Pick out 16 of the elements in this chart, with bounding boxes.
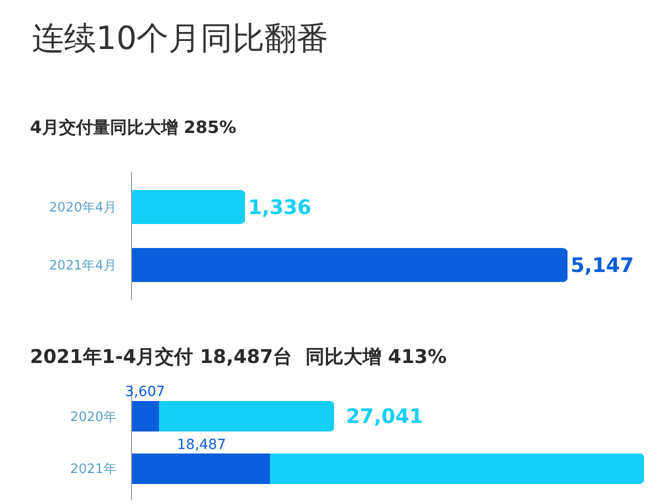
data-label: 5,147 bbox=[570, 253, 634, 278]
bar bbox=[132, 401, 159, 432]
bar bbox=[270, 453, 644, 484]
data-label: 18,487 bbox=[177, 437, 226, 453]
y-tick-label: 2020年4月 bbox=[49, 200, 116, 216]
bar bbox=[158, 401, 334, 432]
y-tick-label: 2021年4月 bbox=[49, 258, 116, 274]
y-tick-label: 2021年 bbox=[70, 462, 116, 478]
chart-subtitle: 4月交付量同比大增 285% bbox=[30, 118, 236, 138]
chart-title: 2021年1-4月交付 18,487台 同比大增 413% bbox=[30, 346, 447, 368]
y-tick-label: 2020年 bbox=[70, 410, 116, 425]
total-label: 27,041 bbox=[346, 404, 424, 428]
chart-title: 连续10个月同比翻番 bbox=[32, 19, 329, 57]
bar bbox=[132, 453, 270, 484]
data-label: 1,336 bbox=[248, 194, 312, 219]
data-label: 3,607 bbox=[125, 384, 166, 400]
